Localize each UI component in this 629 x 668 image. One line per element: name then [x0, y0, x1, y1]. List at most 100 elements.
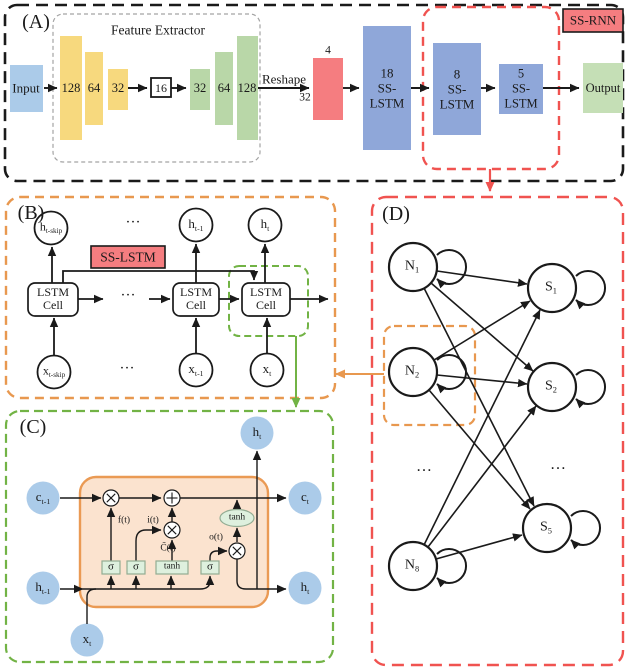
self-loop-n2 — [436, 354, 468, 394]
panel-d-box — [370, 195, 625, 667]
lstm-cell-3-label: LSTM Cell — [249, 285, 283, 312]
node-x-t-1-label: xt-1 — [188, 361, 204, 378]
panel-c-wires — [60, 450, 287, 624]
bipartite-edges — [423, 270, 541, 560]
decoder-bar-32 — [190, 69, 210, 110]
node-c-prev-label: ct-1 — [35, 489, 51, 506]
wire-mul3-to-hout — [236, 559, 287, 594]
edge-n8-s1 — [423, 309, 541, 546]
signal-o-label: o(t) — [209, 532, 223, 543]
node-x-in-label: xt — [82, 631, 92, 648]
panel-a-label: (A) — [22, 11, 50, 33]
edge-n2-s2 — [436, 374, 528, 388]
node-n8-circle — [387, 540, 439, 592]
node-h-t-skip-label: ht-skip — [39, 219, 63, 236]
ss-lstm-badge-box — [90, 245, 166, 269]
node-n2-circle — [387, 346, 439, 398]
panel-c-operators — [101, 489, 255, 575]
decoder-bar-64-label: 64 — [217, 80, 231, 95]
node-c-out-label: ct — [301, 489, 309, 506]
bottleneck-label: 16 — [155, 81, 167, 95]
decoder-bar-64 — [215, 52, 233, 125]
node-h-out-circle — [288, 571, 322, 605]
panel-d-circles — [387, 241, 578, 592]
ss-lstm-block-5 — [499, 64, 543, 114]
input-label: Input — [12, 80, 40, 96]
lstm-cell-2-label: LSTM Cell — [179, 285, 213, 312]
node-h-t-circle — [247, 207, 283, 243]
edge-n8-s5 — [435, 533, 523, 560]
lstm-cell-1-label: LSTM Cell — [36, 285, 70, 312]
node-s5-label: S5 — [540, 519, 552, 536]
node-x-in-circle — [70, 623, 104, 657]
edge-n1-s5 — [423, 287, 535, 507]
panel-c-box — [4, 409, 335, 664]
node-h-out-label: ht — [300, 579, 310, 596]
node-c-prev-circle — [26, 481, 60, 515]
ss-lstm-block-8 — [433, 43, 481, 135]
reshape-dim-top: 4 — [325, 44, 331, 57]
wire-xin-merge — [86, 588, 97, 624]
block-18-label: 18 SS- LSTM — [369, 65, 405, 111]
panel-b-label: (B) — [17, 202, 45, 224]
node-h-t-1-circle — [178, 207, 214, 243]
ss-rnn-badge: SS-RNN — [569, 12, 617, 28]
node-x-t-skip-circle — [36, 354, 72, 390]
node-x-t-circle — [249, 352, 285, 388]
node-h-prev-circle — [26, 571, 60, 605]
tanh-gate-label: tanh — [163, 561, 181, 572]
panel-c-label: (C) — [19, 416, 47, 438]
edge-n1-s2 — [430, 282, 534, 372]
node-n8-label: N8 — [404, 557, 420, 574]
skip-connection-line — [62, 270, 259, 283]
signal-i-label: i(t) — [147, 515, 159, 526]
encoder-bar-64 — [85, 52, 103, 125]
node-x-t-label: xt — [262, 361, 272, 378]
ss-lstm-badge: SS-LSTM — [100, 249, 156, 265]
reshape-dim-left: 32 — [299, 91, 311, 104]
reshape-label: Reshape — [261, 71, 307, 87]
edge-n2-s5 — [428, 389, 531, 510]
ellipsis-s-column: … — [550, 456, 566, 473]
sigma-gate-forget-label: σ — [108, 560, 114, 573]
ellipsis-top: … — [125, 210, 141, 227]
ellipsis-n-column: … — [416, 458, 432, 475]
self-loop-s1 — [575, 270, 607, 310]
node-n1-circle — [387, 241, 439, 293]
encoder-bar-128-label: 128 — [61, 80, 81, 95]
sigma-gate-output — [200, 560, 220, 575]
decoder-bar-128 — [237, 36, 258, 140]
block-8-label: 8 SS- LSTM — [439, 66, 475, 112]
self-loop-s2 — [575, 369, 607, 409]
ss-rnn-badge-box — [562, 8, 624, 33]
node-h-t-skip-circle — [33, 210, 69, 246]
panel-b-arrows — [47, 243, 329, 355]
wire-sigma3-to-mul3 — [209, 546, 228, 561]
node-c-out-circle — [288, 481, 322, 515]
edge-n8-s2 — [427, 405, 537, 548]
node-s5-circle — [521, 502, 573, 554]
sigma-gate-input-label: σ — [133, 560, 139, 573]
edge-n2-s1 — [433, 300, 531, 361]
signal-f-label: f(t) — [117, 515, 131, 526]
edge-n1-s1 — [436, 270, 528, 287]
panel-b-box — [4, 195, 337, 400]
encoder-bar-32 — [108, 69, 128, 110]
self-loops — [436, 249, 607, 588]
block-5-label: 5 SS- LSTM — [504, 66, 538, 111]
node-x-t-skip-label: xt-skip — [42, 363, 66, 380]
input-box — [10, 65, 43, 112]
node-h-out-top-label: ht — [252, 424, 262, 441]
node-s2-circle — [526, 361, 578, 413]
panel-c-circles — [26, 416, 322, 657]
ellipsis-mid: … — [120, 283, 136, 300]
output-label: Output — [585, 80, 621, 95]
node-h-out-top-circle — [240, 416, 274, 450]
panel-d-label: (D) — [382, 203, 410, 225]
node-n2-label: N2 — [404, 363, 420, 380]
ss-lstm-block-18 — [363, 26, 411, 150]
node-x-t-1-circle — [178, 352, 214, 388]
decoder-bar-32-label: 32 — [193, 80, 207, 95]
